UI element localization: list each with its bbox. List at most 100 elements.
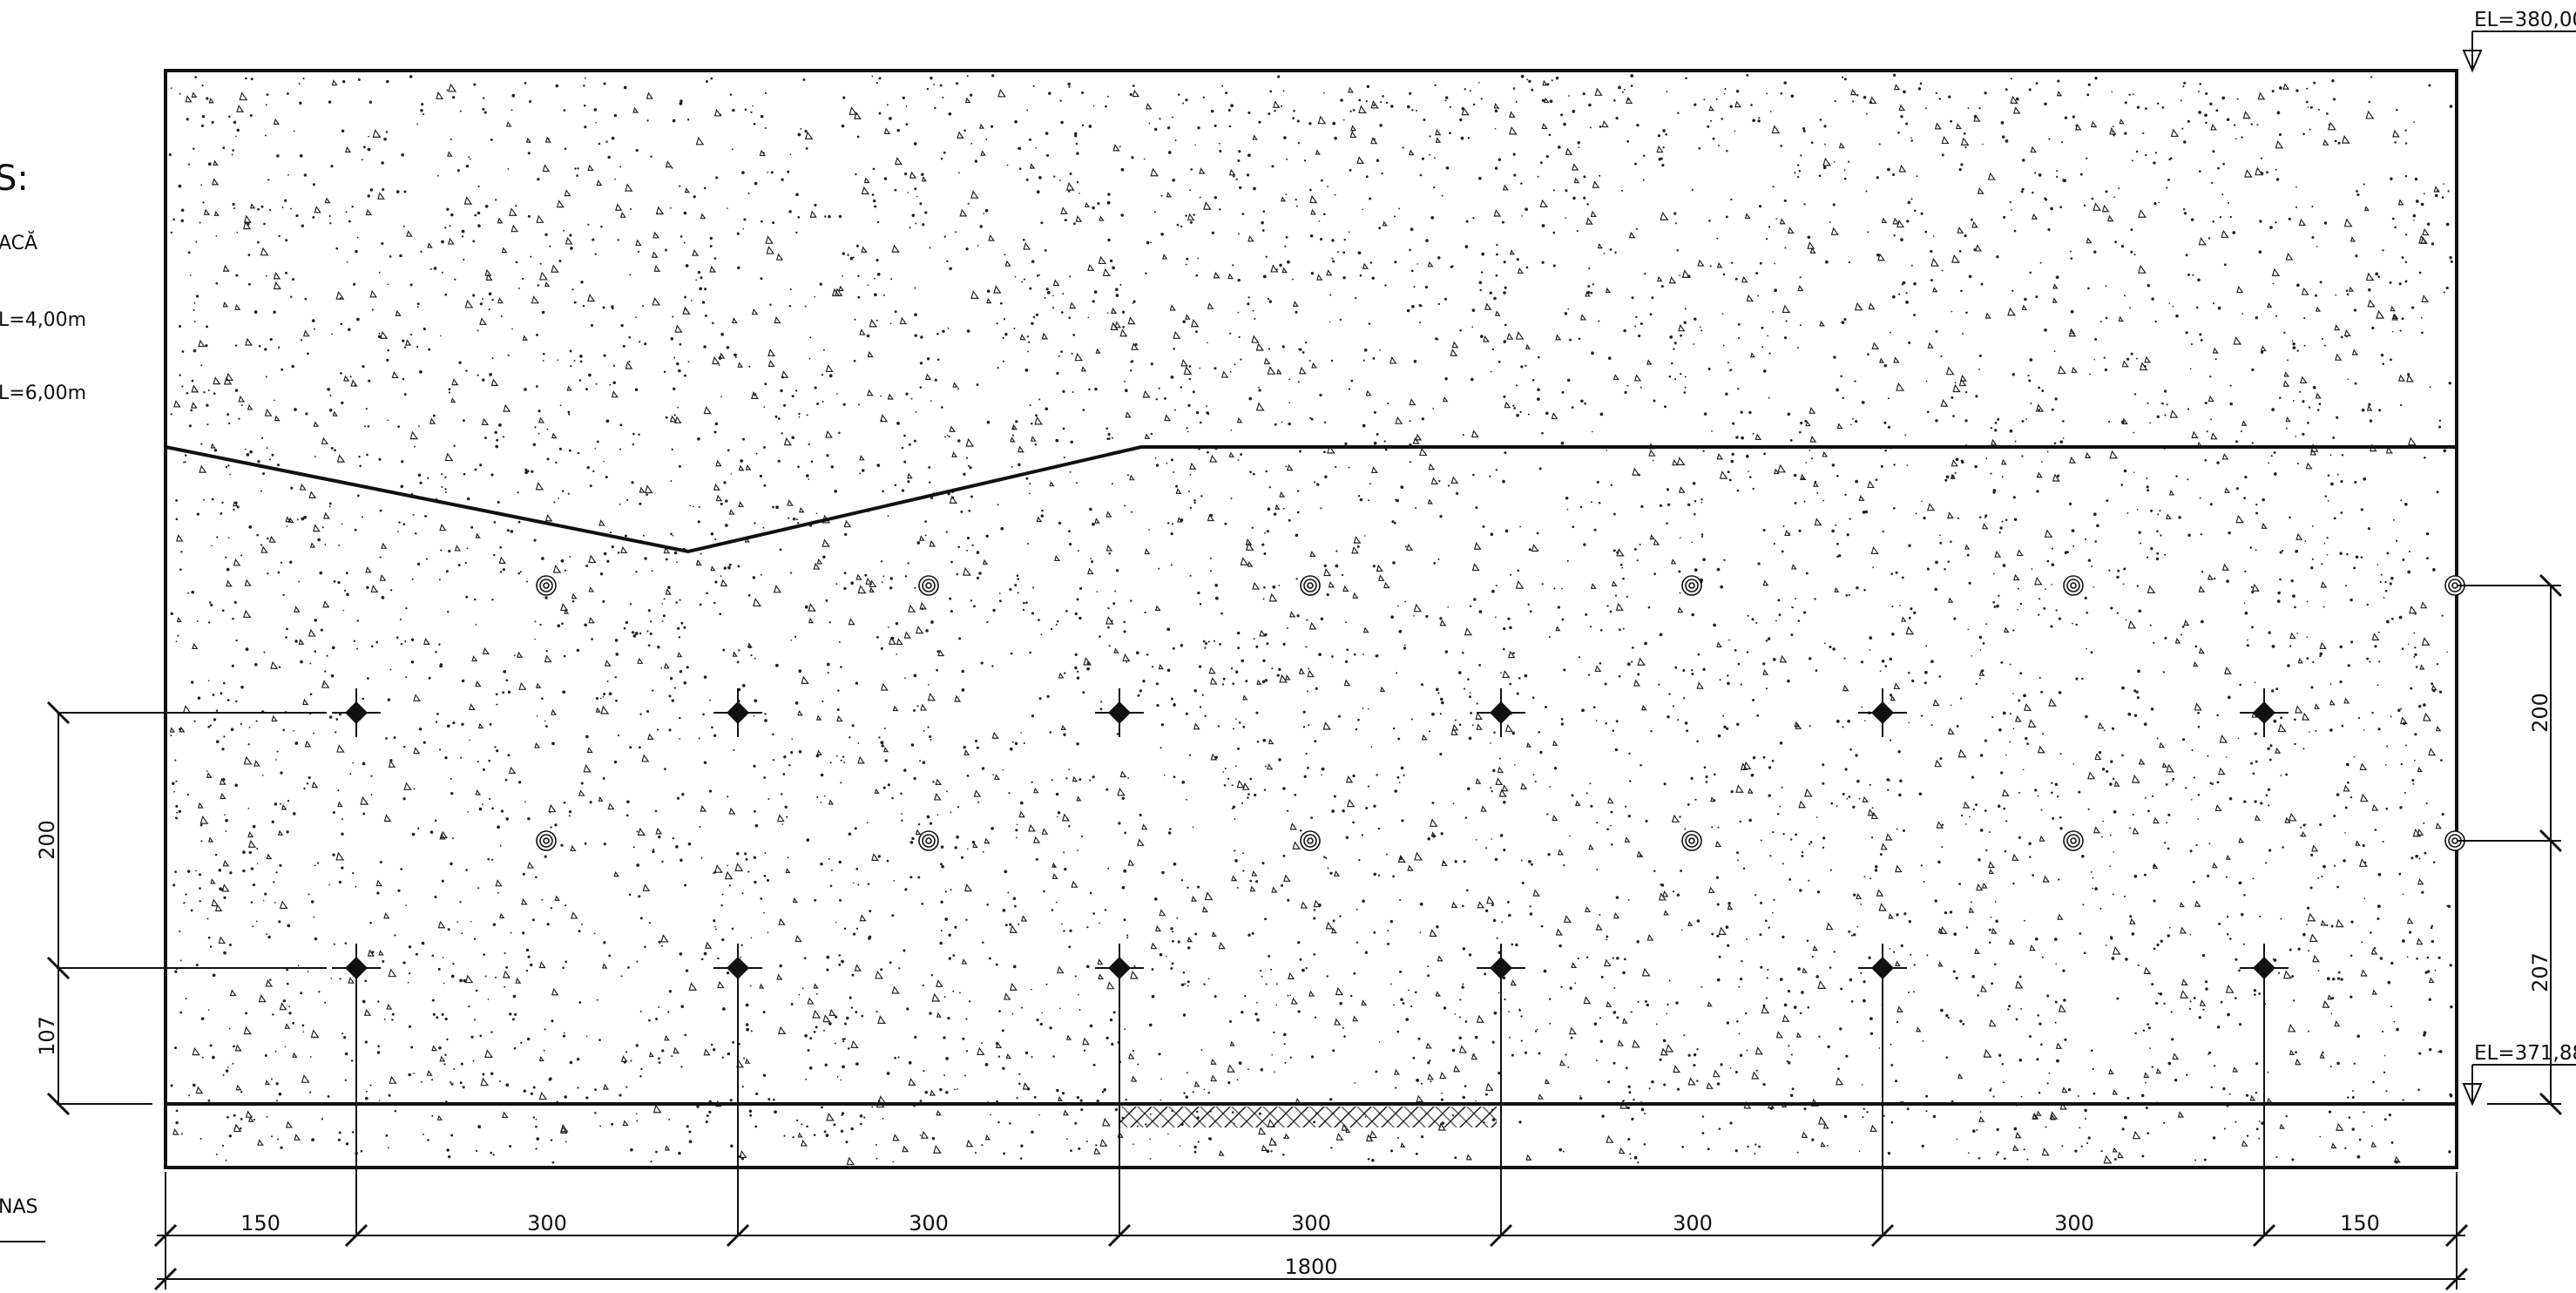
- stipple-dot: [1262, 738, 1266, 742]
- stipple-dot: [1306, 690, 1308, 693]
- stipple-dot: [1700, 533, 1704, 536]
- stipple-dot: [549, 1077, 552, 1081]
- stipple-dot: [2243, 497, 2247, 500]
- stipple-dot: [693, 505, 694, 508]
- stipple-dot: [727, 449, 730, 452]
- stipple-dot: [1202, 96, 1205, 99]
- stipple-dot: [752, 105, 754, 107]
- stipple-dot: [960, 510, 963, 513]
- stipple-dot: [589, 484, 592, 488]
- stipple-dot: [2408, 550, 2411, 553]
- stipple-dot: [824, 1063, 828, 1066]
- stipple-dot: [1636, 124, 1640, 127]
- stipple-dot: [1599, 1017, 1602, 1019]
- stipple-dot: [774, 1110, 777, 1114]
- stipple-dot: [2193, 996, 2196, 999]
- stipple-dot: [625, 814, 629, 817]
- stipple-dot: [1516, 692, 1519, 695]
- stipple-dot: [2011, 209, 2013, 211]
- stipple-dot: [905, 123, 909, 126]
- stipple-dot: [330, 674, 335, 678]
- stipple-dot: [1925, 1094, 1929, 1098]
- stipple-dot: [1962, 1023, 1965, 1026]
- stipple-dot: [808, 1066, 813, 1070]
- stipple-dot: [1188, 754, 1192, 756]
- stipple-dot: [1229, 332, 1232, 335]
- stipple-dot: [464, 561, 467, 565]
- stipple-dot: [949, 267, 952, 271]
- stipple-dot: [781, 793, 783, 795]
- stipple-dot: [760, 277, 763, 281]
- stipple-dot: [1992, 572, 1995, 575]
- stipple-dot: [2226, 933, 2229, 936]
- stipple-dot: [706, 592, 708, 595]
- stipple-dot: [986, 289, 991, 294]
- stipple-dot: [684, 1033, 687, 1037]
- stipple-dot: [1230, 104, 1234, 108]
- stipple-dot: [828, 857, 830, 860]
- stipple-dot: [1652, 459, 1654, 462]
- stipple-dot: [580, 281, 584, 284]
- stipple-dot: [948, 112, 952, 116]
- stipple-dot: [929, 1012, 932, 1015]
- stipple-dot: [1238, 150, 1241, 153]
- stipple-dot: [224, 814, 226, 816]
- stipple-dot: [477, 887, 480, 890]
- stipple-dot: [1513, 173, 1517, 177]
- stipple-dot: [385, 131, 389, 133]
- stipple-dot: [199, 887, 201, 890]
- stipple-dot: [1490, 787, 1492, 789]
- stipple-dot: [1679, 274, 1680, 276]
- stipple-dot: [441, 1012, 444, 1016]
- stipple-dot: [1759, 261, 1762, 265]
- stipple-dot: [1630, 85, 1633, 87]
- stipple-dot: [2175, 475, 2178, 477]
- stipple-dot: [332, 810, 335, 815]
- stipple-dot: [1325, 856, 1328, 859]
- stipple-dot: [1590, 626, 1592, 628]
- stipple-dot: [2384, 580, 2387, 584]
- stipple-dot: [2112, 777, 2115, 781]
- stipple-dot: [2019, 602, 2023, 606]
- stipple-dot: [505, 1083, 510, 1087]
- stipple-dot: [1843, 1114, 1848, 1119]
- stipple-dot: [1606, 605, 1609, 607]
- stipple-dot: [309, 693, 313, 695]
- stipple-dot: [1832, 647, 1836, 651]
- stipple-dot: [1847, 719, 1850, 723]
- stipple-dot: [1710, 119, 1713, 122]
- stipple-dot: [1029, 287, 1032, 290]
- stipple-dot: [2020, 1095, 2023, 1098]
- stipple-dot: [292, 1021, 295, 1025]
- stipple-dot: [2172, 777, 2175, 781]
- stipple-dot: [1658, 683, 1660, 686]
- stipple-dot: [1707, 125, 1710, 128]
- stipple-dot: [2273, 958, 2277, 962]
- stipple-dot: [910, 743, 915, 747]
- stipple-dot: [535, 1147, 538, 1150]
- stipple-dot: [966, 848, 969, 850]
- stipple-dot: [2136, 696, 2140, 700]
- stipple-dot: [527, 955, 531, 958]
- stipple-dot: [1447, 606, 1449, 608]
- stipple-dot: [401, 460, 404, 464]
- stipple-dot: [2126, 1096, 2130, 1100]
- stipple-dot: [2015, 97, 2019, 101]
- stipple-dot: [2235, 487, 2239, 491]
- stipple-dot: [1385, 101, 1389, 105]
- stipple-dot: [882, 1118, 884, 1120]
- stipple-dot: [814, 295, 816, 298]
- stipple-dot: [2326, 924, 2329, 927]
- stipple-dot: [1587, 285, 1591, 288]
- stipple-dot: [1679, 816, 1681, 818]
- stipple-dot: [2321, 875, 2323, 878]
- stipple-dot: [2199, 333, 2202, 336]
- stipple-dot: [1598, 320, 1600, 322]
- stipple-dot: [954, 1088, 956, 1091]
- stipple-dot: [804, 1033, 808, 1038]
- stipple-dot: [535, 1125, 538, 1128]
- stipple-dot: [591, 638, 593, 640]
- stipple-dot: [1659, 1058, 1662, 1061]
- stipple-dot: [828, 621, 832, 624]
- stipple-dot: [264, 892, 267, 896]
